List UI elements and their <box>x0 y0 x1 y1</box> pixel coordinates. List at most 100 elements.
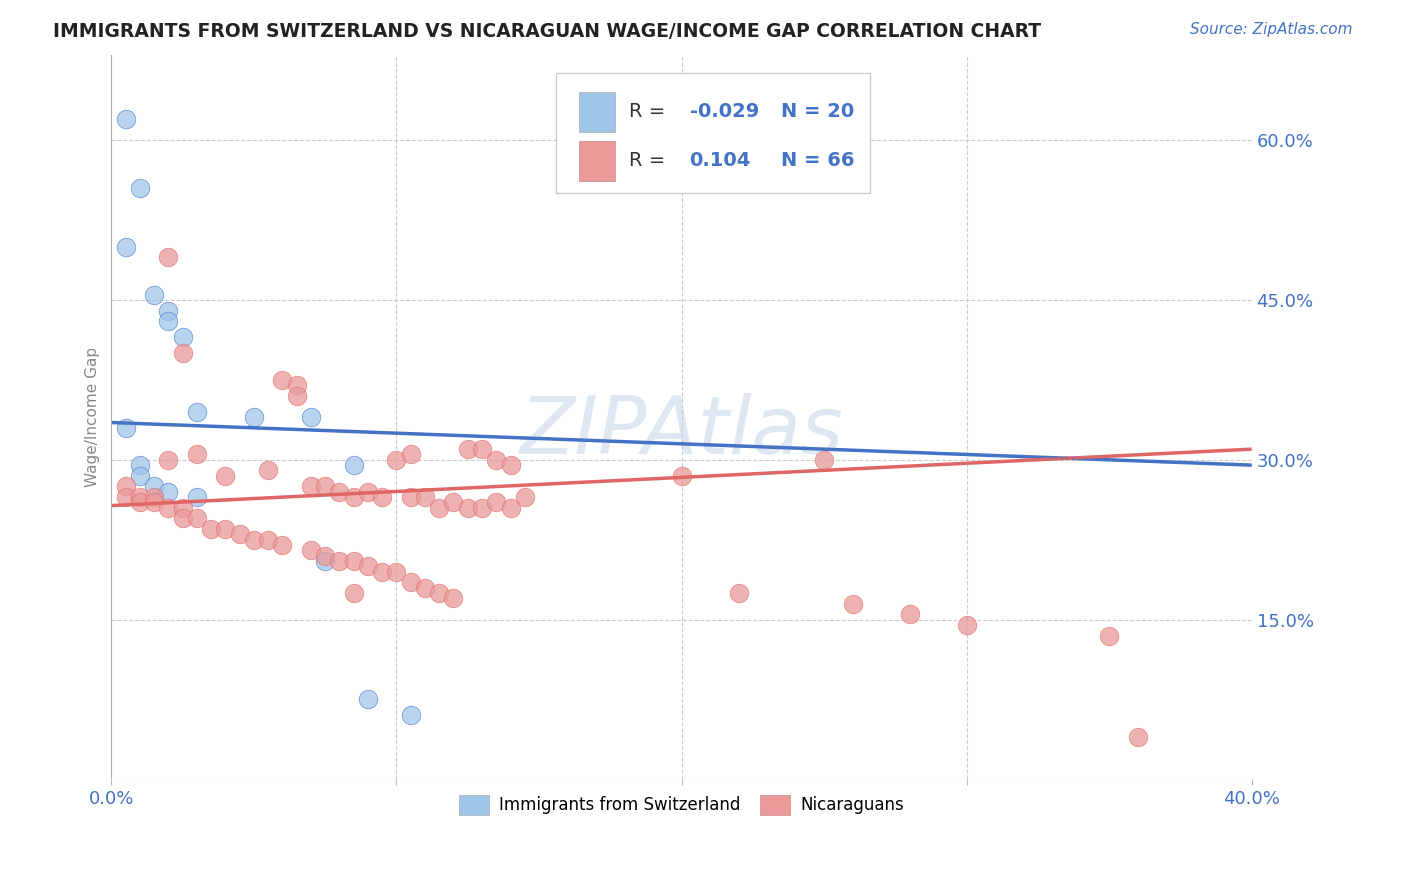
Text: N = 20: N = 20 <box>780 102 853 121</box>
Point <box>143 479 166 493</box>
Point <box>114 421 136 435</box>
Point <box>172 511 194 525</box>
Point <box>299 479 322 493</box>
Text: N = 66: N = 66 <box>780 152 855 170</box>
Point <box>214 522 236 536</box>
Point <box>357 559 380 574</box>
Point <box>499 458 522 472</box>
Point <box>399 490 422 504</box>
Point <box>343 490 366 504</box>
Point <box>343 458 366 472</box>
Point <box>357 484 380 499</box>
Text: R =: R = <box>628 152 672 170</box>
Point <box>314 549 336 563</box>
Point <box>243 410 266 425</box>
Point <box>371 490 394 504</box>
Point <box>200 522 222 536</box>
Point <box>443 591 465 606</box>
Point <box>257 463 280 477</box>
Point <box>114 240 136 254</box>
Point <box>157 484 180 499</box>
Point <box>727 586 749 600</box>
Point <box>343 554 366 568</box>
Point <box>157 500 180 515</box>
Point <box>143 495 166 509</box>
Point <box>299 410 322 425</box>
Point <box>172 330 194 344</box>
Point <box>385 565 408 579</box>
Point <box>143 287 166 301</box>
Point <box>285 389 308 403</box>
Point <box>443 495 465 509</box>
Point <box>243 533 266 547</box>
Y-axis label: Wage/Income Gap: Wage/Income Gap <box>86 347 100 487</box>
Legend: Immigrants from Switzerland, Nicaraguans: Immigrants from Switzerland, Nicaraguans <box>453 788 911 822</box>
Bar <box>579 141 616 181</box>
Point <box>399 708 422 723</box>
Point <box>399 448 422 462</box>
Point <box>471 442 494 457</box>
Point <box>328 484 350 499</box>
Point <box>114 112 136 126</box>
Point <box>157 314 180 328</box>
Point <box>257 533 280 547</box>
Point <box>499 500 522 515</box>
Point <box>343 586 366 600</box>
Point <box>371 565 394 579</box>
Point <box>898 607 921 622</box>
Point <box>471 500 494 515</box>
Point <box>186 490 208 504</box>
Bar <box>579 92 616 131</box>
Point <box>157 452 180 467</box>
Point <box>129 458 152 472</box>
Point <box>157 303 180 318</box>
Point <box>114 479 136 493</box>
Text: 0.104: 0.104 <box>689 152 751 170</box>
Text: ZIPAtlas: ZIPAtlas <box>520 392 844 471</box>
Text: R =: R = <box>628 102 672 121</box>
Point <box>157 251 180 265</box>
Point <box>314 479 336 493</box>
Point <box>841 597 863 611</box>
Point <box>457 500 479 515</box>
Point <box>485 452 508 467</box>
Point <box>385 452 408 467</box>
Point <box>813 452 835 467</box>
Point <box>143 490 166 504</box>
Point <box>427 500 450 515</box>
Point <box>328 554 350 568</box>
Point <box>271 373 294 387</box>
Point <box>186 511 208 525</box>
Point <box>357 692 380 706</box>
Text: -0.029: -0.029 <box>689 102 759 121</box>
FancyBboxPatch shape <box>557 73 870 193</box>
Point <box>271 538 294 552</box>
Point <box>485 495 508 509</box>
Point <box>172 500 194 515</box>
Point <box>427 586 450 600</box>
Point <box>114 490 136 504</box>
Point <box>1098 628 1121 642</box>
Point <box>413 581 436 595</box>
Point <box>228 527 250 541</box>
Point <box>1126 730 1149 744</box>
Text: Source: ZipAtlas.com: Source: ZipAtlas.com <box>1189 22 1353 37</box>
Point <box>214 468 236 483</box>
Point <box>186 448 208 462</box>
Point <box>172 346 194 360</box>
Point <box>399 575 422 590</box>
Text: IMMIGRANTS FROM SWITZERLAND VS NICARAGUAN WAGE/INCOME GAP CORRELATION CHART: IMMIGRANTS FROM SWITZERLAND VS NICARAGUA… <box>53 22 1042 41</box>
Point <box>413 490 436 504</box>
Point <box>186 405 208 419</box>
Point <box>129 181 152 195</box>
Point <box>129 495 152 509</box>
Point <box>513 490 536 504</box>
Point <box>129 468 152 483</box>
Point <box>671 468 693 483</box>
Point <box>285 378 308 392</box>
Point <box>299 543 322 558</box>
Point <box>955 618 977 632</box>
Point <box>314 554 336 568</box>
Point <box>129 490 152 504</box>
Point <box>457 442 479 457</box>
